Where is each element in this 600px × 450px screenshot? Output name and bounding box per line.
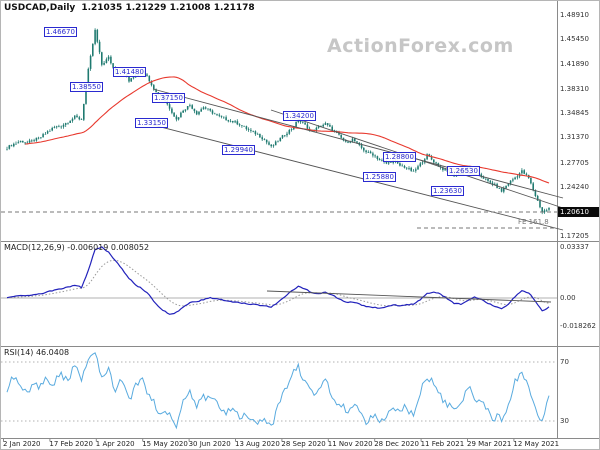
time-axis-label: 28 Sep 2020 <box>281 440 326 448</box>
macd-axis-label: 0.03337 <box>560 243 589 252</box>
watermark: ActionForex.com <box>327 35 514 57</box>
time-axis-label: 11 Feb 2021 <box>420 440 465 448</box>
time-axis-label: 28 Dec 2020 <box>374 440 419 448</box>
pivot-price-label: 1.46670 <box>44 27 77 37</box>
time-axis-label: 15 May 2020 <box>142 440 188 448</box>
price-axis-label: 1.24240 <box>560 182 589 191</box>
rsi-axis-label: 30 <box>560 417 569 425</box>
chart-header: USDCAD,Daily 1.21035 1.21229 1.21008 1.21… <box>4 3 255 13</box>
time-axis-label: 13 Aug 2020 <box>235 440 280 448</box>
time-axis-label: 12 May 2021 <box>513 440 560 448</box>
time-axis-label: 11 Nov 2020 <box>327 440 373 448</box>
pivot-price-label: 1.26530 <box>447 166 480 176</box>
price-axis-label: 1.41890 <box>560 59 589 68</box>
rsi-indicator-label: RSI(14) 46.0408 <box>4 348 70 357</box>
rsi-axis-label: 70 <box>560 358 569 366</box>
time-axis-label: 1 Apr 2020 <box>95 440 135 448</box>
pivot-price-label: 1.28800 <box>383 152 416 162</box>
price-axis-label: 1.34845 <box>560 109 589 118</box>
pivot-price-label: 1.29940 <box>222 145 255 155</box>
macd-indicator-label: MACD(12,26,9) -0.006019 0.008052 <box>4 243 150 252</box>
macd-axis-label: -0.018262 <box>560 321 596 330</box>
time-axis-label: 2 Jan 2020 <box>3 440 41 448</box>
pivot-price-label: 1.38550 <box>70 82 103 92</box>
price-axis-label: 1.31370 <box>560 133 589 142</box>
current-price-badge: 1.20610 <box>558 207 599 217</box>
fibonacci-extension-label: FE 161.8 <box>518 218 549 226</box>
price-axis-label: 1.38310 <box>560 84 589 93</box>
price-axis-label: 1.17205 <box>560 231 589 240</box>
pivot-price-label: 1.41480 <box>113 67 146 77</box>
pivot-price-label: 1.37150 <box>152 93 185 103</box>
price-axis-label: 1.27705 <box>560 158 589 167</box>
price-axis-label: 1.48910 <box>560 11 589 19</box>
time-axis-label: 17 Feb 2020 <box>49 440 93 448</box>
price-axis-label: 1.45450 <box>560 35 589 44</box>
time-axis-label: 29 Mar 2021 <box>467 440 512 448</box>
time-axis-label: 30 Jun 2020 <box>188 440 231 448</box>
symbol-timeframe-label: USDCAD,Daily <box>4 3 76 13</box>
ohlc-quote: 1.21035 1.21229 1.21008 1.21178 <box>81 3 255 13</box>
macd-axis-label: 0.00 <box>560 294 576 302</box>
pivot-price-label: 1.23630 <box>431 186 464 196</box>
pivot-price-label: 1.25880 <box>363 172 396 182</box>
pivot-price-label: 1.34200 <box>283 111 316 121</box>
pivot-price-label: 1.33150 <box>135 118 168 128</box>
